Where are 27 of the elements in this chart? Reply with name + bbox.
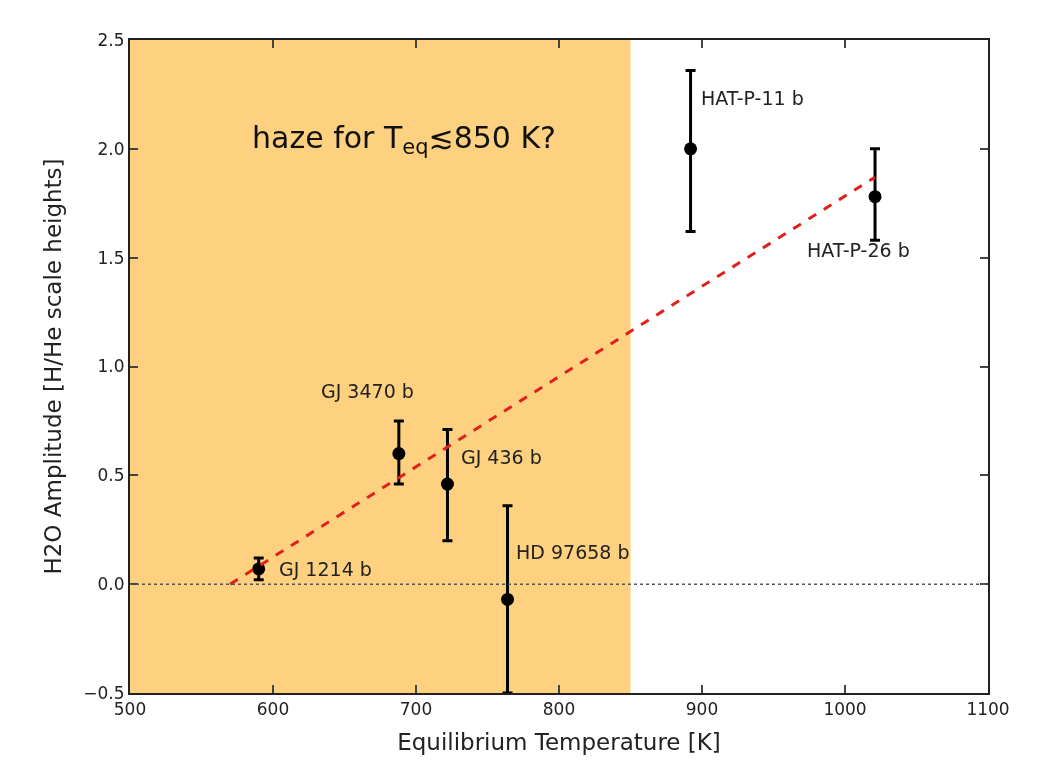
x-tick-label: 800 — [542, 699, 576, 720]
annotation: HAT-P-26 b — [807, 239, 910, 261]
y-tick-label: 2.0 — [97, 138, 125, 159]
y-tick-label: 0.5 — [97, 465, 125, 486]
annotation: GJ 436 b — [461, 446, 542, 468]
x-tick-label: 600 — [256, 699, 290, 720]
annotation: HAT-P-11 b — [701, 87, 804, 109]
x-axis-title: Equilibrium Temperature [K] — [397, 728, 721, 755]
y-tick-label: 2.5 — [97, 29, 125, 50]
x-tick-label: 1100 — [966, 699, 1010, 720]
point — [501, 592, 515, 606]
point — [868, 190, 882, 204]
point — [252, 562, 266, 576]
x-tick-label: 1000 — [823, 699, 867, 720]
annotation: haze for T$_{eq}$≲850 K? — [252, 120, 557, 160]
annotation: HD 97658 b — [516, 541, 630, 563]
point — [440, 477, 454, 491]
point — [684, 142, 698, 156]
point — [392, 447, 406, 461]
y-tick-label: 1.0 — [97, 356, 125, 377]
annotation: GJ 3470 b — [321, 380, 414, 402]
annotation: GJ 1214 b — [279, 558, 372, 580]
x-tick-label: 700 — [399, 699, 433, 720]
y-tick-label: 1.5 — [97, 247, 125, 268]
y-axis-title: H2O Amplitude [H/He scale heights] — [40, 158, 67, 575]
y-tick-label: 0.0 — [97, 574, 125, 595]
x-tick-label: 900 — [685, 699, 719, 720]
